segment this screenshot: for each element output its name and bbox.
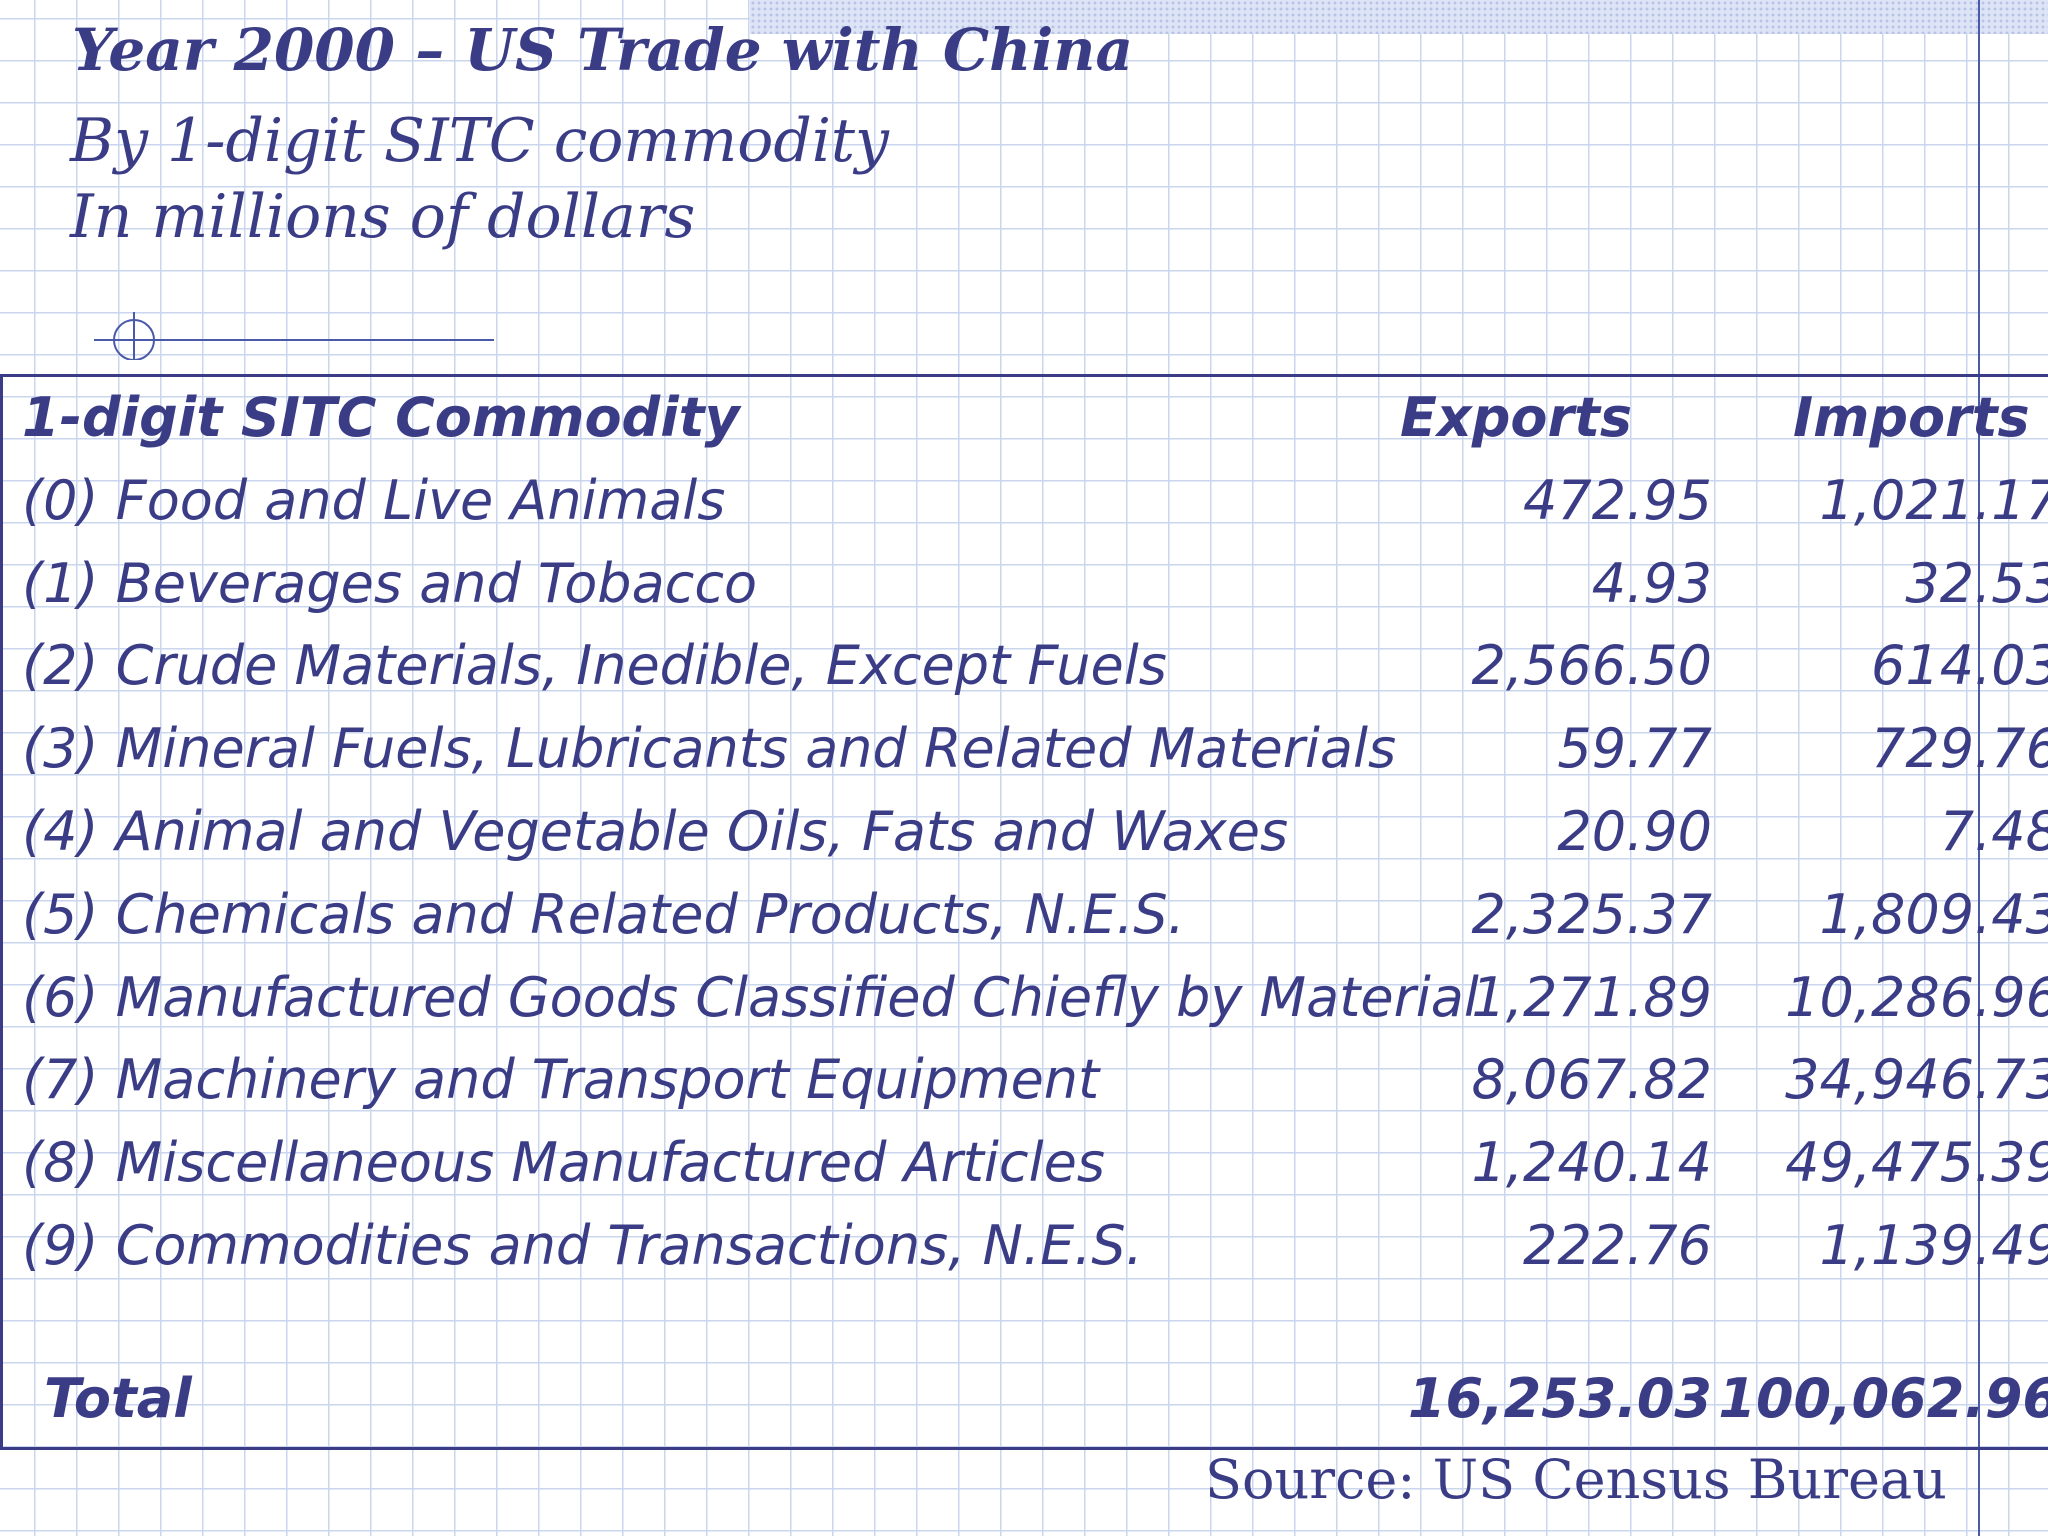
imports-value: 1,809.43 [1819, 882, 2048, 946]
imports-value: 729.76 [1871, 717, 2048, 781]
trade-table-frame [0, 374, 2048, 1450]
exports-value: 2,566.50 [1471, 634, 1712, 698]
table-row: (0) Food and Live Animals 472.95 1,021.17 [0, 469, 2048, 549]
exports-value: 20.90 [1557, 800, 1712, 863]
exports-value: 4.93 [1591, 551, 1712, 615]
table-header-row: 1-digit SITC Commodity Exports Imports [0, 386, 2048, 466]
decorative-vertical-line [1978, 0, 1980, 1536]
header-imports: Imports [1793, 386, 2030, 449]
exports-value: 8,067.82 [1471, 1048, 1712, 1112]
commodity-label: (6) Manufactured Goods Classified Chiefl… [22, 965, 1479, 1029]
commodity-label: (0) Food and Live Animals [22, 468, 726, 532]
commodity-label: (4) Animal and Vegetable Oils, Fats and … [22, 800, 1289, 863]
commodity-label: (8) Miscellaneous Manufactured Articles [22, 1131, 1105, 1195]
exports-value: 1,271.89 [1471, 965, 1712, 1029]
exports-value: 1,240.14 [1471, 1131, 1712, 1195]
table-row: (7) Machinery and Transport Equipment 8,0… [0, 1048, 2048, 1128]
header-commodity: 1-digit SITC Commodity [22, 386, 740, 449]
commodity-label: (7) Machinery and Transport Equipment [22, 1048, 1100, 1112]
table-row: (5) Chemicals and Related Products, N.E.… [0, 883, 2048, 963]
commodity-label: (5) Chemicals and Related Products, N.E.… [22, 882, 1185, 946]
commodity-label: (3) Mineral Fuels, Lubricants and Relate… [22, 717, 1397, 781]
slide-subtitle-line-2: In millions of dollars [70, 182, 696, 252]
table-row: (3) Mineral Fuels, Lubricants and Relate… [0, 717, 2048, 797]
table-row: (1) Beverages and Tobacco 4.93 32.53 [0, 552, 2048, 632]
table-row: (9) Commodities and Transactions, N.E.S.… [0, 1214, 2048, 1294]
imports-value: 7.48 [1939, 800, 2048, 863]
source-note: Source: US Census Bureau [1205, 1448, 1947, 1511]
decorative-top-band [750, 0, 2048, 34]
exports-value: 2,325.37 [1471, 882, 1712, 946]
exports-value: 59.77 [1557, 717, 1712, 781]
commodity-label: (1) Beverages and Tobacco [22, 551, 758, 615]
imports-value: 10,286.96 [1785, 965, 2048, 1029]
total-imports-value: 100,062.96 [1718, 1367, 2048, 1430]
exports-value: 222.76 [1523, 1214, 1712, 1277]
table-total-row: Total 16,253.03 100,062.96 [0, 1367, 2048, 1447]
commodity-label: (9) Commodities and Transactions, N.E.S. [22, 1214, 1143, 1277]
table-row: (6) Manufactured Goods Classified Chiefl… [0, 966, 2048, 1046]
header-exports: Exports [1400, 386, 1633, 449]
slide-title: Year 2000 – US Trade with China [72, 16, 1134, 84]
imports-value: 34,946.73 [1785, 1048, 2048, 1112]
crosshair-decoration-icon [94, 312, 494, 360]
slide-subtitle-line-1: By 1-digit SITC commodity [70, 106, 889, 176]
total-exports-value: 16,253.03 [1407, 1367, 1712, 1430]
imports-value: 32.53 [1905, 551, 2048, 615]
imports-value: 1,139.49 [1819, 1214, 2048, 1277]
table-row: (4) Animal and Vegetable Oils, Fats and … [0, 800, 2048, 880]
table-row: (2) Crude Materials, Inedible, Except Fu… [0, 634, 2048, 714]
table-row: (8) Miscellaneous Manufactured Articles 1… [0, 1131, 2048, 1211]
exports-value: 472.95 [1523, 468, 1712, 532]
total-label: Total [44, 1367, 192, 1430]
imports-value: 614.03 [1871, 634, 2048, 698]
commodity-label: (2) Crude Materials, Inedible, Except Fu… [22, 634, 1167, 698]
imports-value: 1,021.17 [1819, 468, 2048, 532]
imports-value: 49,475.39 [1785, 1131, 2048, 1195]
